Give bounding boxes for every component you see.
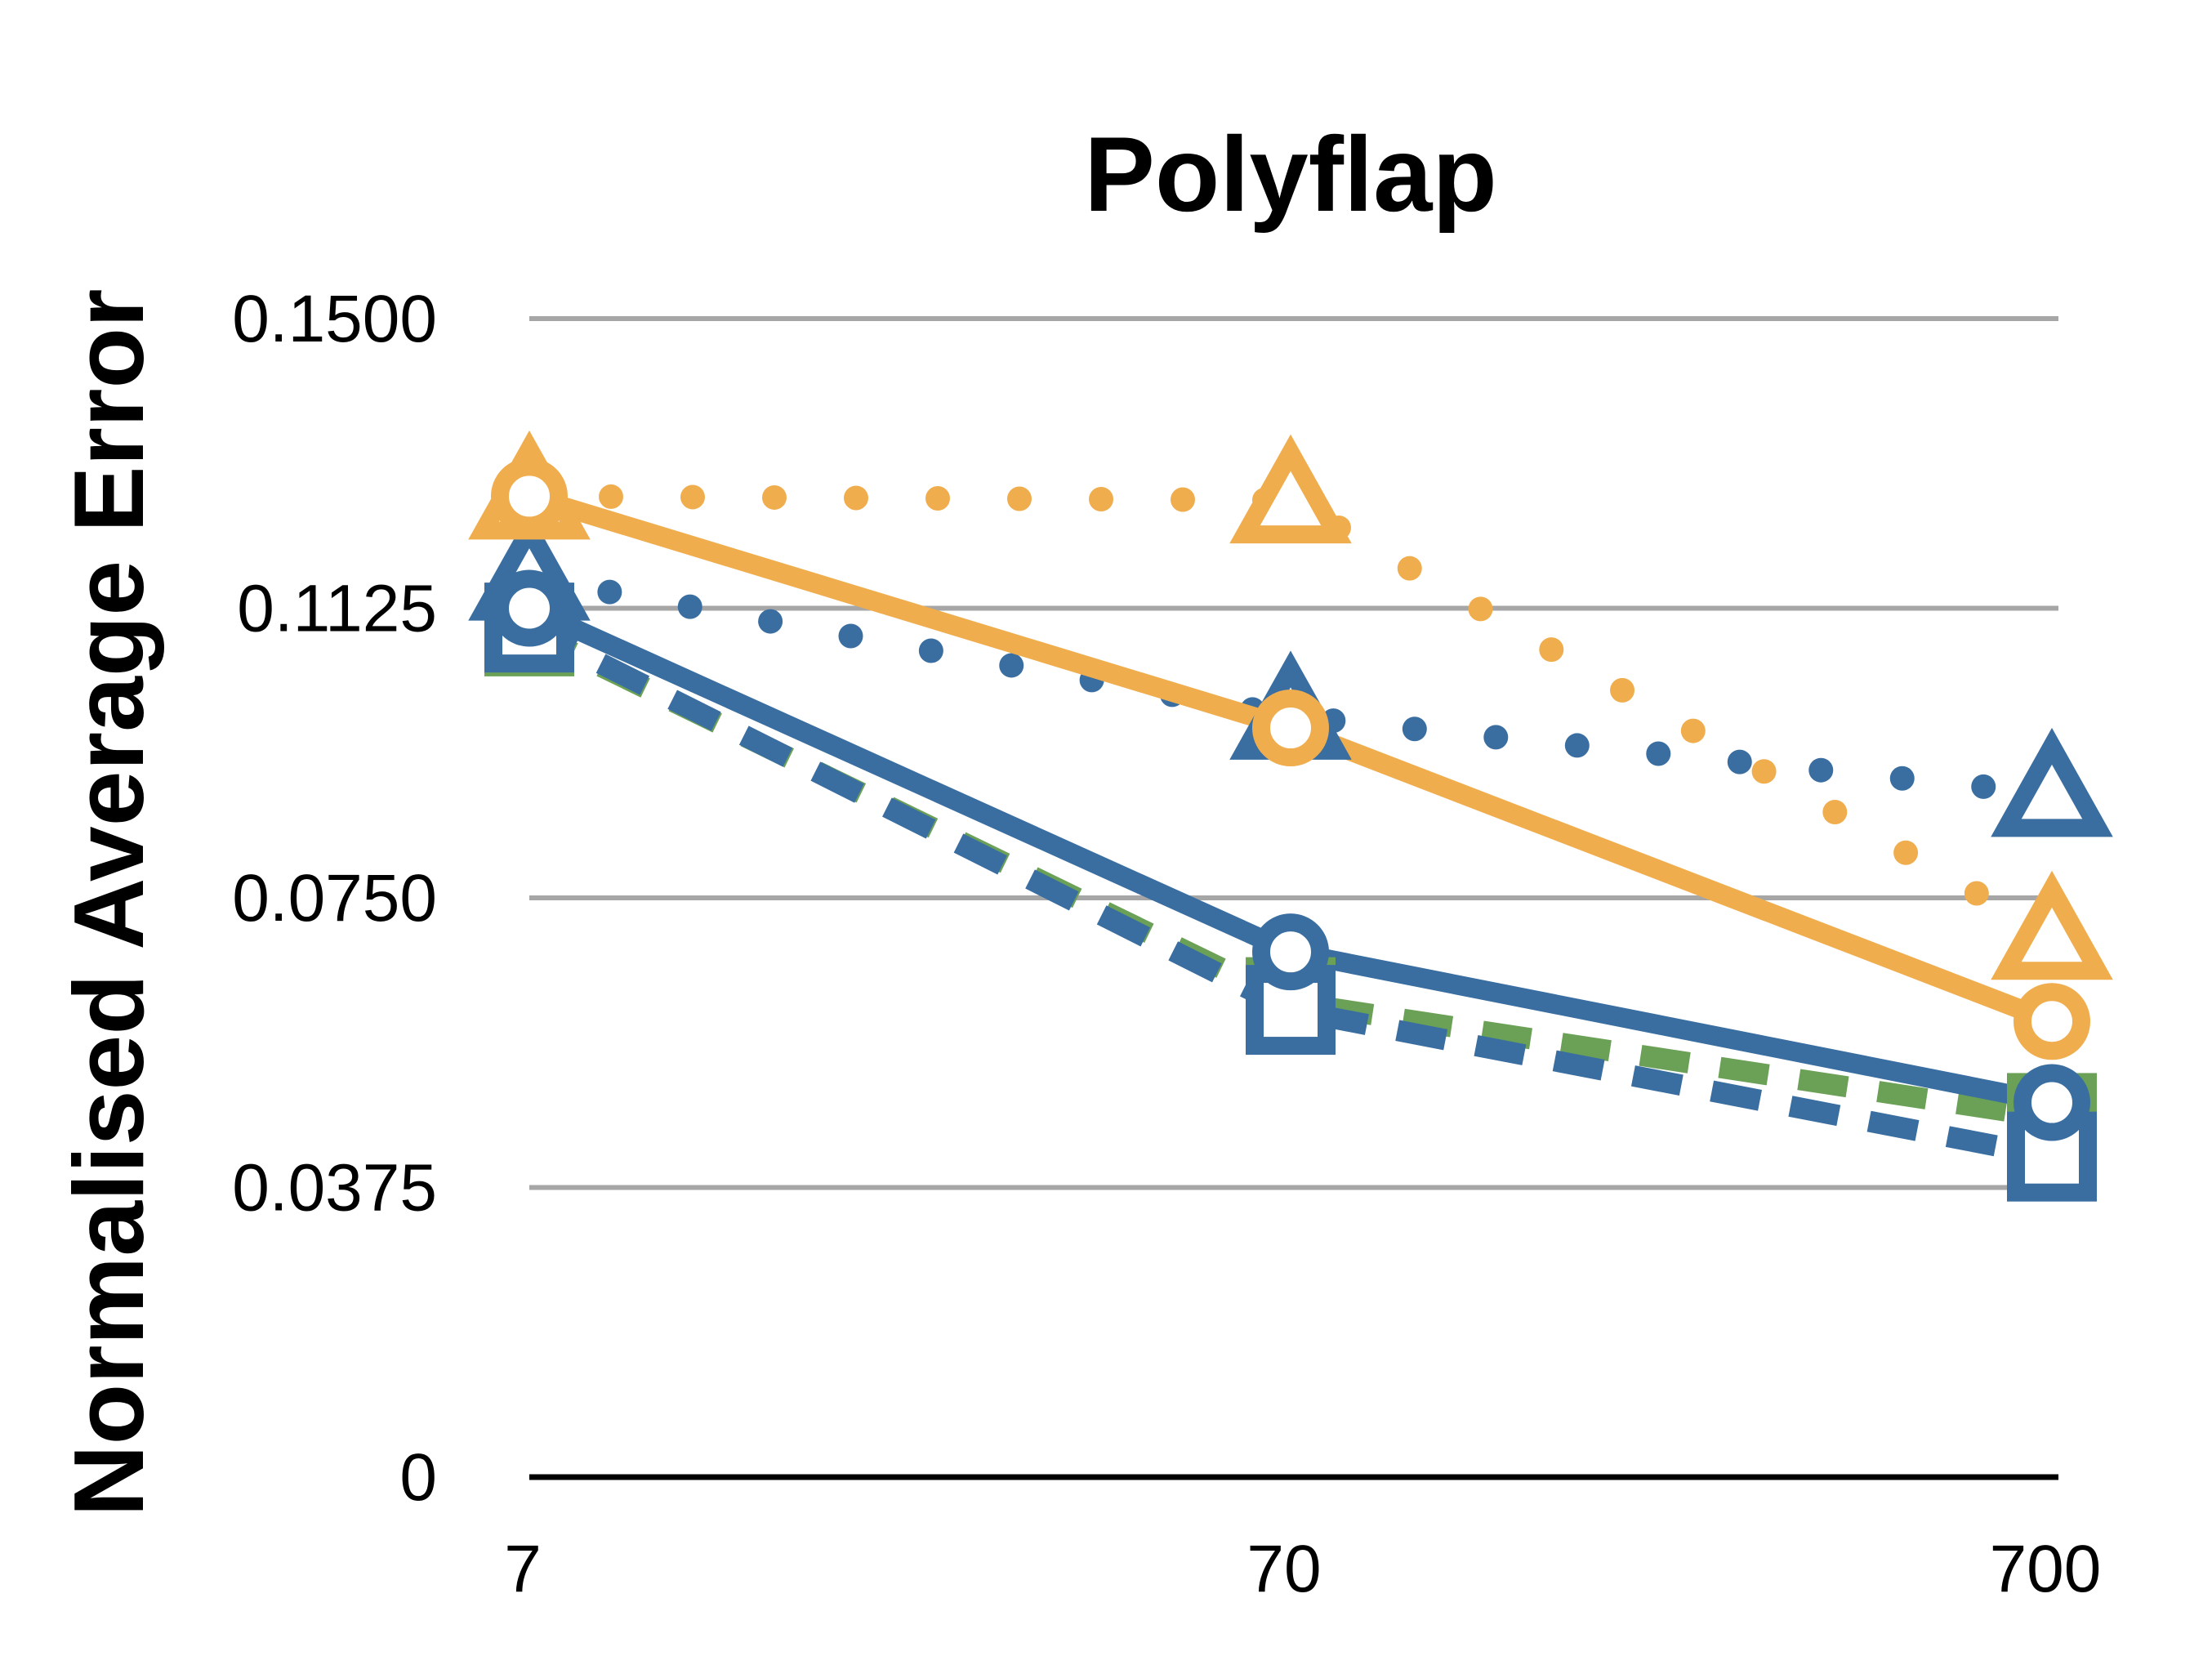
data-point-circle (2014, 1064, 2090, 1141)
data-point-circle (491, 569, 568, 647)
y-tick-label: 0 (399, 1440, 437, 1515)
data-point-circle (491, 458, 568, 535)
x-tick-label: 700 (1990, 1532, 2102, 1606)
data-point-triangle (1229, 434, 1352, 544)
y-tick-label: 0.0750 (232, 861, 437, 935)
data-point-circle (1252, 690, 1329, 767)
y-tick-label: 0.0375 (232, 1151, 437, 1225)
chart-title: Polyflap (1084, 114, 1497, 234)
y-tick-labels: 0 0.0375 0.0750 0.1125 0.1500 (232, 282, 437, 1515)
series-line (517, 484, 2064, 949)
data-point-circle (1252, 913, 1329, 991)
series-line (524, 618, 2054, 1167)
series-lines (517, 484, 2064, 1167)
data-point-triangle (1991, 727, 2113, 837)
x-tick-label: 70 (1246, 1532, 1321, 1606)
gridlines (529, 316, 2058, 1480)
data-point-triangle (1991, 870, 2113, 980)
data-point-square (2007, 1111, 2097, 1202)
y-tick-label: 0.1500 (232, 282, 437, 356)
data-point-circle (2014, 983, 2090, 1060)
series-markers (468, 430, 2113, 1202)
y-tick-label: 0.1125 (237, 572, 437, 646)
x-tick-label: 7 (504, 1532, 542, 1606)
y-axis-label: Normalised Average Error (53, 288, 164, 1516)
x-tick-labels: 7 70 700 (504, 1532, 2101, 1606)
